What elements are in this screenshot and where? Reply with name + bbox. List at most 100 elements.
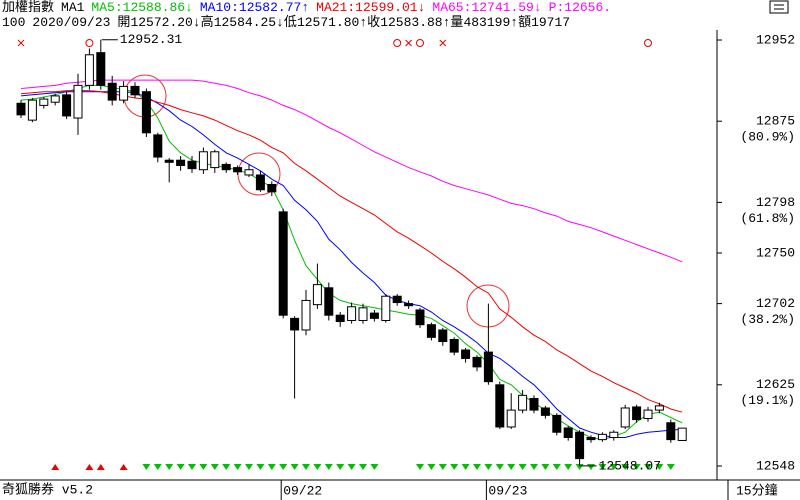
signal-down xyxy=(484,464,493,470)
legend-value: 12741.59 xyxy=(471,0,533,15)
info-trend: ↑ xyxy=(510,15,518,30)
info-label: 低 xyxy=(284,15,297,30)
candle-body xyxy=(358,307,368,321)
candle-body xyxy=(335,314,345,323)
info-label: 高 xyxy=(201,14,214,30)
candle-body xyxy=(301,299,311,331)
candle-body xyxy=(563,427,573,439)
candle-body xyxy=(27,99,37,121)
legend-value: 12582.77 xyxy=(239,0,301,15)
candle-body xyxy=(426,324,436,338)
candle-body xyxy=(233,167,243,173)
candle-body xyxy=(290,317,300,331)
signal-down xyxy=(473,464,481,470)
candle-body xyxy=(96,52,106,86)
candle-body xyxy=(677,427,687,441)
y-tick-label: 12702 xyxy=(756,296,795,311)
info-value: 12583.88 xyxy=(380,15,442,30)
signal-down xyxy=(450,464,459,470)
candle-body xyxy=(609,431,619,439)
signal-down xyxy=(245,464,253,470)
signal-down xyxy=(609,464,618,470)
info: 100 2020/09/23 開12572.20↓高12584.25↓低12571.… xyxy=(2,14,570,30)
signal-down xyxy=(461,464,470,470)
candle-body xyxy=(438,329,448,343)
signal-down xyxy=(427,464,436,470)
candle-body xyxy=(506,409,516,428)
signal-down xyxy=(530,464,538,470)
candle-body xyxy=(84,54,94,86)
interval[interactable]: 15分鐘 xyxy=(736,482,778,498)
header: 加權指數 MA1 MA5:12588.86↓ MA10:12582.77↑ MA21:1… xyxy=(2,0,611,15)
signal-down xyxy=(142,464,151,470)
info-trend: ↑ xyxy=(443,15,451,30)
candle-body xyxy=(312,284,322,306)
fib-label: (61.8%) xyxy=(740,211,795,226)
ma-line xyxy=(20,79,683,263)
candle-body xyxy=(518,394,528,411)
info-label: 量 xyxy=(450,15,463,30)
candle-body xyxy=(552,414,562,433)
signal-down xyxy=(256,464,265,470)
legend-value: 12599.01 xyxy=(355,0,418,15)
price: P:12656. xyxy=(549,0,611,15)
fib-label: (38.2%) xyxy=(740,312,795,327)
signal-down xyxy=(655,464,664,470)
app-name: 奇狐勝券 v5.2 xyxy=(2,481,93,497)
signal-down xyxy=(552,464,561,470)
candle-body xyxy=(62,94,72,117)
candle-body xyxy=(119,85,129,101)
legend-name: MA10 xyxy=(200,0,231,15)
signal-down xyxy=(507,464,516,470)
signal-down xyxy=(153,464,162,470)
candle-body xyxy=(244,169,254,176)
legend-value: 12588.86 xyxy=(123,0,185,15)
signal-circle xyxy=(85,39,94,47)
candle-body xyxy=(472,356,482,368)
candle-body xyxy=(141,91,151,134)
title: 加權指數 xyxy=(2,0,54,15)
menu-icon[interactable] xyxy=(769,0,789,14)
signal-down xyxy=(347,464,356,470)
signal-down xyxy=(233,464,242,470)
candle-body xyxy=(620,407,630,428)
signal-circle xyxy=(416,39,424,47)
legend-sep: : xyxy=(347,0,355,15)
signal-up xyxy=(96,464,105,470)
candle-body xyxy=(575,431,585,460)
signal-down xyxy=(518,464,527,470)
candle-body xyxy=(153,134,163,158)
info-value: 483199 xyxy=(463,15,510,30)
signal-down xyxy=(564,464,573,470)
y-tick-label: 12548 xyxy=(756,458,795,473)
signal-down xyxy=(324,464,333,470)
y-tick-label: 12875 xyxy=(756,114,795,129)
info-value: 19717 xyxy=(531,15,570,30)
y-tick-label: 12625 xyxy=(756,377,795,392)
candle-body xyxy=(643,409,653,420)
info-trend: ↑ xyxy=(359,15,367,30)
legend-trend: ↓ xyxy=(534,0,542,15)
candle-body xyxy=(529,398,539,411)
ma-line xyxy=(20,90,683,413)
info-label: 額 xyxy=(518,15,531,30)
signal-down xyxy=(199,464,208,470)
y-tick-label: 12952 xyxy=(756,32,795,47)
candle-body xyxy=(461,349,471,359)
info-value: 12571.80 xyxy=(297,15,359,30)
signal-cross xyxy=(439,39,447,47)
legend-name: MA65 xyxy=(432,0,463,15)
candle-body xyxy=(495,384,505,428)
legend-name: MA21 xyxy=(316,0,347,15)
candle-body xyxy=(632,406,642,421)
fib-label: (80.9%) xyxy=(740,130,795,145)
signal-circle xyxy=(644,39,652,47)
candle-body xyxy=(654,405,664,411)
info-trend: ↓ xyxy=(276,15,284,30)
legend-trend: ↑ xyxy=(301,0,309,15)
candle-body xyxy=(267,183,277,193)
info-label: 開 xyxy=(117,15,130,30)
candle-body xyxy=(278,211,288,316)
signal-cross xyxy=(17,39,25,47)
signal-down xyxy=(210,464,219,470)
